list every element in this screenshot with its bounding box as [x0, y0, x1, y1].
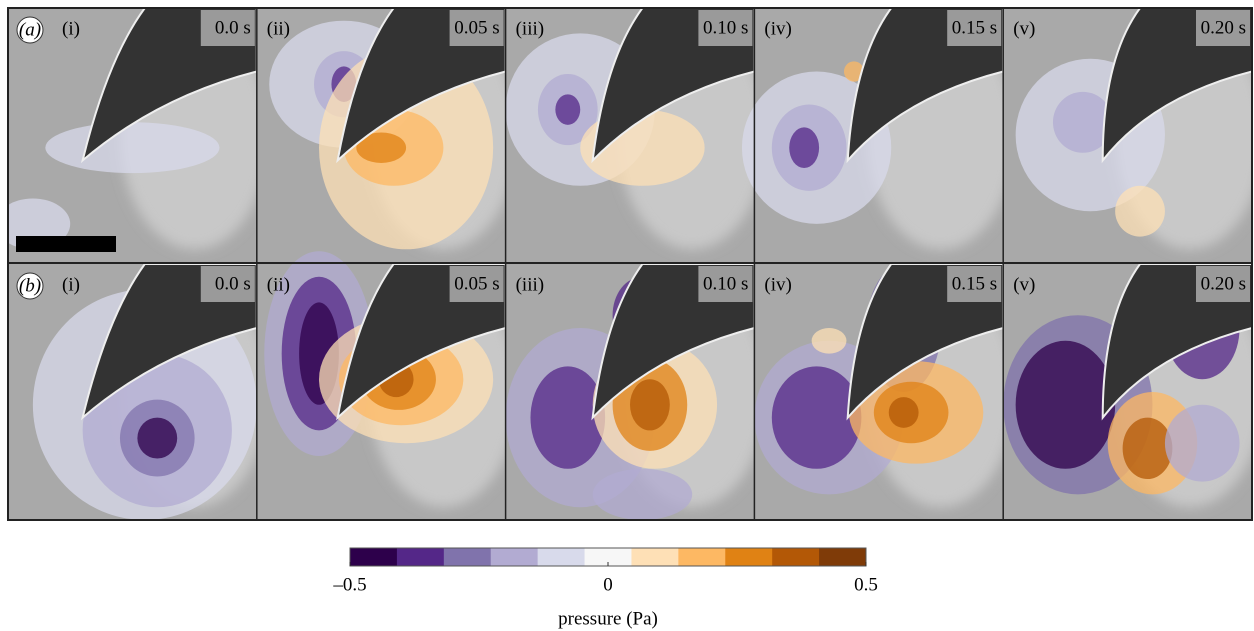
- colorbar-tick-label: –0.5: [332, 574, 366, 595]
- time-label: 0.20 s: [1201, 273, 1246, 294]
- panel-label: (ii): [267, 18, 290, 39]
- needle: [846, 263, 1005, 421]
- needle: [336, 263, 507, 421]
- needle: [846, 8, 1005, 164]
- pressure-contour: [843, 61, 864, 82]
- time-box: [947, 10, 1002, 46]
- time-label: 0.0 s: [215, 273, 251, 294]
- pressure-contour: [811, 328, 847, 354]
- time-box: [1196, 10, 1250, 46]
- colorbar-segment: [537, 548, 586, 566]
- time-box: [200, 266, 255, 302]
- time-label: 0.15 s: [952, 17, 997, 38]
- pressure-contour: [555, 94, 581, 125]
- panel: 0.20 s (v): [1002, 263, 1252, 520]
- needle: [80, 263, 258, 421]
- panel: 0.15 s (iv): [753, 263, 1016, 520]
- pressure-contour: [137, 417, 178, 459]
- colorbar-segment: [678, 548, 726, 566]
- colorbar-segment: [819, 548, 867, 566]
- panel: 0.05 s (ii): [256, 8, 519, 262]
- pressure-contour: [530, 366, 606, 469]
- time-box: [698, 10, 753, 46]
- pressure-contour: [592, 468, 693, 520]
- colorbar-tick-label: 0: [603, 574, 613, 595]
- needle: [1101, 263, 1252, 421]
- pressure-contour: [45, 122, 220, 174]
- needle: [591, 263, 756, 421]
- time-label: 0.0 s: [215, 17, 251, 38]
- time-label: 0.05 s: [454, 17, 499, 38]
- colorbar-segment: [396, 548, 445, 566]
- time-label: 0.20 s: [1201, 17, 1246, 38]
- panel: 0.10 s (iii): [504, 8, 767, 262]
- colorbar-label: pressure (Pa): [558, 608, 658, 629]
- panel: 0.0 s (i): [8, 8, 270, 262]
- time-label: 0.10 s: [703, 273, 748, 294]
- row-label-circle: [16, 272, 44, 300]
- time-box: [449, 10, 504, 46]
- panel-label: (i): [62, 18, 80, 39]
- row-label-circle: [16, 16, 44, 44]
- pressure-contour: [630, 379, 670, 431]
- panel: 0.0 s (i): [8, 263, 270, 520]
- pressure-contour: [356, 132, 407, 163]
- panel-label: (iv): [764, 274, 791, 295]
- time-label: 0.15 s: [952, 273, 997, 294]
- row-label: (b): [19, 275, 41, 296]
- time-box: [1196, 266, 1250, 302]
- panel: 0.10 s (iii): [504, 263, 767, 520]
- colorbar-tick-label: 0.5: [854, 574, 878, 595]
- time-label: 0.10 s: [703, 17, 748, 38]
- time-box: [449, 266, 504, 302]
- colorbar-segment: [443, 548, 492, 566]
- pressure-contour: [771, 366, 862, 469]
- needle: [336, 8, 507, 164]
- panel-label: (iii): [516, 274, 545, 295]
- panel-label: (v): [1013, 274, 1035, 295]
- panel: 0.20 s (v): [1002, 8, 1252, 262]
- time-box: [200, 10, 255, 46]
- colorbar-segment: [772, 548, 820, 566]
- pressure-contour: [1052, 91, 1113, 153]
- panel-label: (iii): [516, 18, 545, 39]
- scale-bar: [16, 236, 116, 252]
- panel-label: (i): [62, 274, 80, 295]
- row-label: (a): [19, 19, 41, 40]
- needle: [1101, 8, 1252, 164]
- time-box: [698, 266, 753, 302]
- time-label: 0.05 s: [454, 273, 499, 294]
- panel: 0.05 s (ii): [256, 251, 519, 520]
- needle: [80, 8, 258, 164]
- colorbar-segment: [490, 548, 539, 566]
- panel-label: (v): [1013, 18, 1035, 39]
- panel-label: (iv): [764, 18, 791, 39]
- pressure-contour: [1115, 185, 1165, 237]
- colorbar-segment: [584, 548, 632, 566]
- pressure-contour: [789, 127, 820, 169]
- pressure-contour: [888, 397, 919, 428]
- colorbar-segment: [631, 548, 679, 566]
- colorbar-segment: [725, 548, 773, 566]
- colorbar-segment: [350, 548, 398, 566]
- needle: [591, 8, 756, 164]
- panel-label: (ii): [267, 274, 290, 295]
- pressure-contour: [1015, 340, 1116, 469]
- panel: 0.15 s (iv): [741, 8, 1016, 262]
- time-box: [947, 266, 1002, 302]
- pressure-contour: [1122, 417, 1173, 480]
- pressure-contour: [1164, 404, 1240, 482]
